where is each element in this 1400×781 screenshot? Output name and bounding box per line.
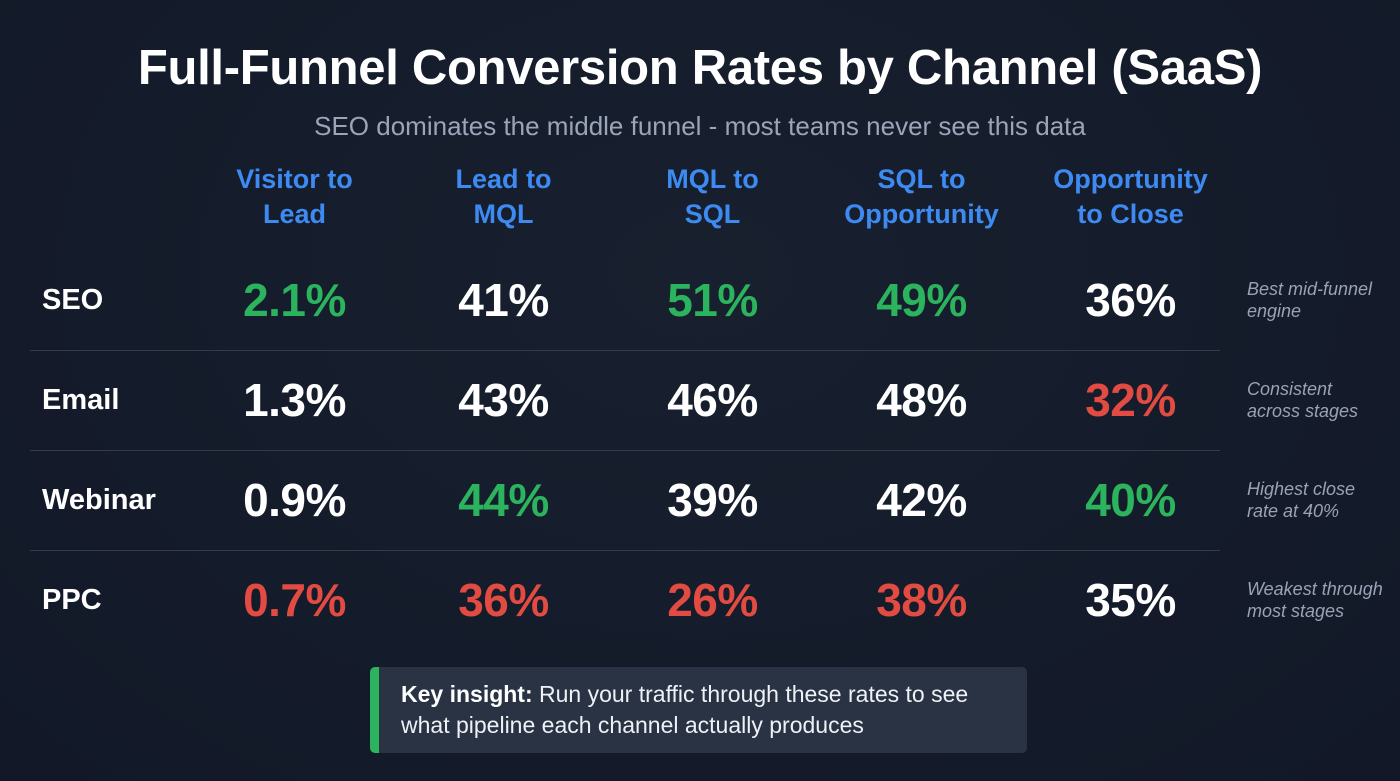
column-header-line1: Visitor to <box>236 164 353 194</box>
column-header-line2: Opportunity <box>844 198 999 229</box>
table-row: PPC 0.7% 36% 26% 38% 35% Weakest through… <box>0 550 1400 650</box>
cell-webinar-lead-to-mql: 44% <box>458 474 549 526</box>
row-annotation-line1: Highest close <box>1247 478 1356 499</box>
row-annotation-line2: most stages <box>1247 601 1345 621</box>
cell-webinar-opportunity-to-close: 40% <box>1085 474 1176 526</box>
cell-ppc-sql-to-opportunity: 38% <box>876 574 967 626</box>
conversion-rate-table: Visitor to Lead Lead to MQL MQL to SQL S… <box>0 150 1400 650</box>
cell-ppc-opportunity-to-close: 35% <box>1085 574 1176 626</box>
row-annotation-line2: engine <box>1247 301 1302 321</box>
column-header-line2: SQL <box>684 198 741 229</box>
row-annotation-line1: Weakest through <box>1247 578 1383 599</box>
table-row: SEO 2.1% 41% 51% 49% 36% Best mid-funnel… <box>0 250 1400 350</box>
row-annotation-webinar: Highest close rate at 40% <box>1235 478 1400 523</box>
row-label-seo: SEO <box>42 283 104 316</box>
column-header-line2: MQL <box>473 198 534 229</box>
column-header-lead-to-mql: Lead to MQL <box>399 150 608 231</box>
cell-ppc-visitor-to-lead: 0.7% <box>243 574 346 626</box>
cell-webinar-mql-to-sql: 39% <box>667 474 758 526</box>
key-insight-body: Run your traffic through these rates to … <box>401 680 969 738</box>
cell-email-sql-to-opportunity: 48% <box>876 374 967 426</box>
column-header-opportunity-to-close: Opportunity to Close <box>1026 150 1235 231</box>
cell-ppc-mql-to-sql: 26% <box>667 574 758 626</box>
column-header-line1: Lead to <box>455 164 552 194</box>
page-title: Full-Funnel Conversion Rates by Channel … <box>137 41 1263 95</box>
cell-email-opportunity-to-close: 32% <box>1085 374 1176 426</box>
cell-email-mql-to-sql: 46% <box>667 374 758 426</box>
row-annotation-line2: across stages <box>1247 401 1359 421</box>
column-header-line1: MQL to <box>666 164 759 194</box>
key-insight-text: Key insight: Run your traffic through th… <box>379 679 1027 742</box>
key-insight-callout: Key insight: Run your traffic through th… <box>370 667 1027 753</box>
column-header-line1: SQL to <box>877 164 966 194</box>
row-annotation-line1: Best mid-funnel <box>1247 278 1373 299</box>
table-row: Webinar 0.9% 44% 39% 42% 40% Highest clo… <box>0 450 1400 550</box>
row-annotation-email: Consistent across stages <box>1235 378 1400 423</box>
cell-email-lead-to-mql: 43% <box>458 374 549 426</box>
row-annotation-line1: Consistent <box>1247 378 1333 399</box>
column-header-mql-to-sql: MQL to SQL <box>608 150 817 231</box>
row-label-ppc: PPC <box>42 583 102 616</box>
cell-seo-visitor-to-lead: 2.1% <box>243 274 346 326</box>
column-header-line2: to Close <box>1077 198 1184 229</box>
row-label-email: Email <box>42 383 120 416</box>
cell-webinar-sql-to-opportunity: 42% <box>876 474 967 526</box>
row-annotation-line2: rate at 40% <box>1247 501 1340 521</box>
table-row: Email 1.3% 43% 46% 48% 32% Consistent ac… <box>0 350 1400 450</box>
cell-seo-opportunity-to-close: 36% <box>1085 274 1176 326</box>
cell-seo-lead-to-mql: 41% <box>458 274 549 326</box>
cell-ppc-lead-to-mql: 36% <box>458 574 549 626</box>
column-header-line2: Lead <box>262 198 327 229</box>
column-header-line1: Opportunity <box>1053 164 1208 194</box>
column-header-visitor-to-lead: Visitor to Lead <box>190 150 399 231</box>
row-annotation-seo: Best mid-funnel engine <box>1235 278 1400 323</box>
table-header-row: Visitor to Lead Lead to MQL MQL to SQL S… <box>0 150 1400 250</box>
page-subtitle: SEO dominates the middle funnel - most t… <box>314 111 1086 141</box>
cell-email-visitor-to-lead: 1.3% <box>243 374 346 426</box>
key-insight-label: Key insight: <box>401 680 533 707</box>
cell-seo-mql-to-sql: 51% <box>667 274 758 326</box>
cell-seo-sql-to-opportunity: 49% <box>876 274 967 326</box>
row-annotation-ppc: Weakest through most stages <box>1235 578 1400 623</box>
column-header-sql-to-opportunity: SQL to Opportunity <box>817 150 1026 231</box>
row-label-webinar: Webinar <box>42 483 156 516</box>
cell-webinar-visitor-to-lead: 0.9% <box>243 474 346 526</box>
